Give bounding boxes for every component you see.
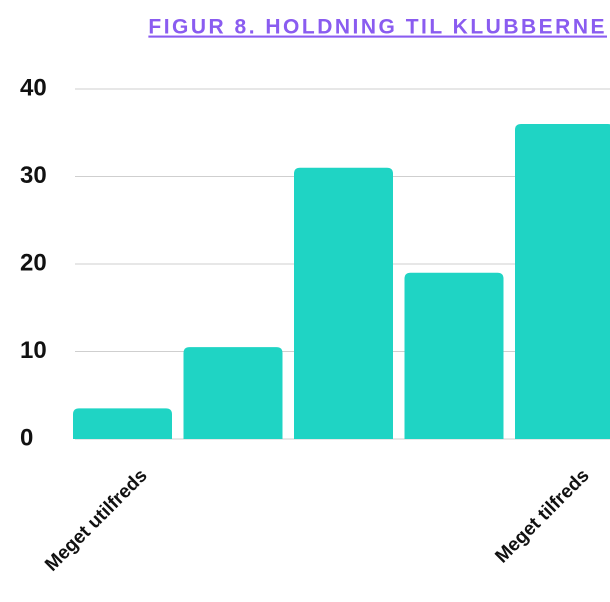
y-tick-label: 40 bbox=[20, 74, 47, 101]
bar bbox=[294, 167, 393, 439]
bar bbox=[515, 124, 610, 439]
y-tick-label: 20 bbox=[20, 249, 47, 276]
x-tick-label: Meget tilfreds bbox=[491, 465, 593, 567]
y-tick-label: 30 bbox=[20, 162, 47, 189]
bar bbox=[404, 272, 504, 439]
bar bbox=[183, 347, 283, 439]
bar bbox=[73, 408, 172, 439]
x-tick-label: Meget utilfreds bbox=[41, 465, 151, 575]
y-tick-label: 0 bbox=[20, 424, 33, 451]
y-tick-label: 10 bbox=[20, 337, 47, 364]
chart-title: FIGUR 8. HOLDNING TIL KLUBBERNE bbox=[148, 16, 607, 39]
